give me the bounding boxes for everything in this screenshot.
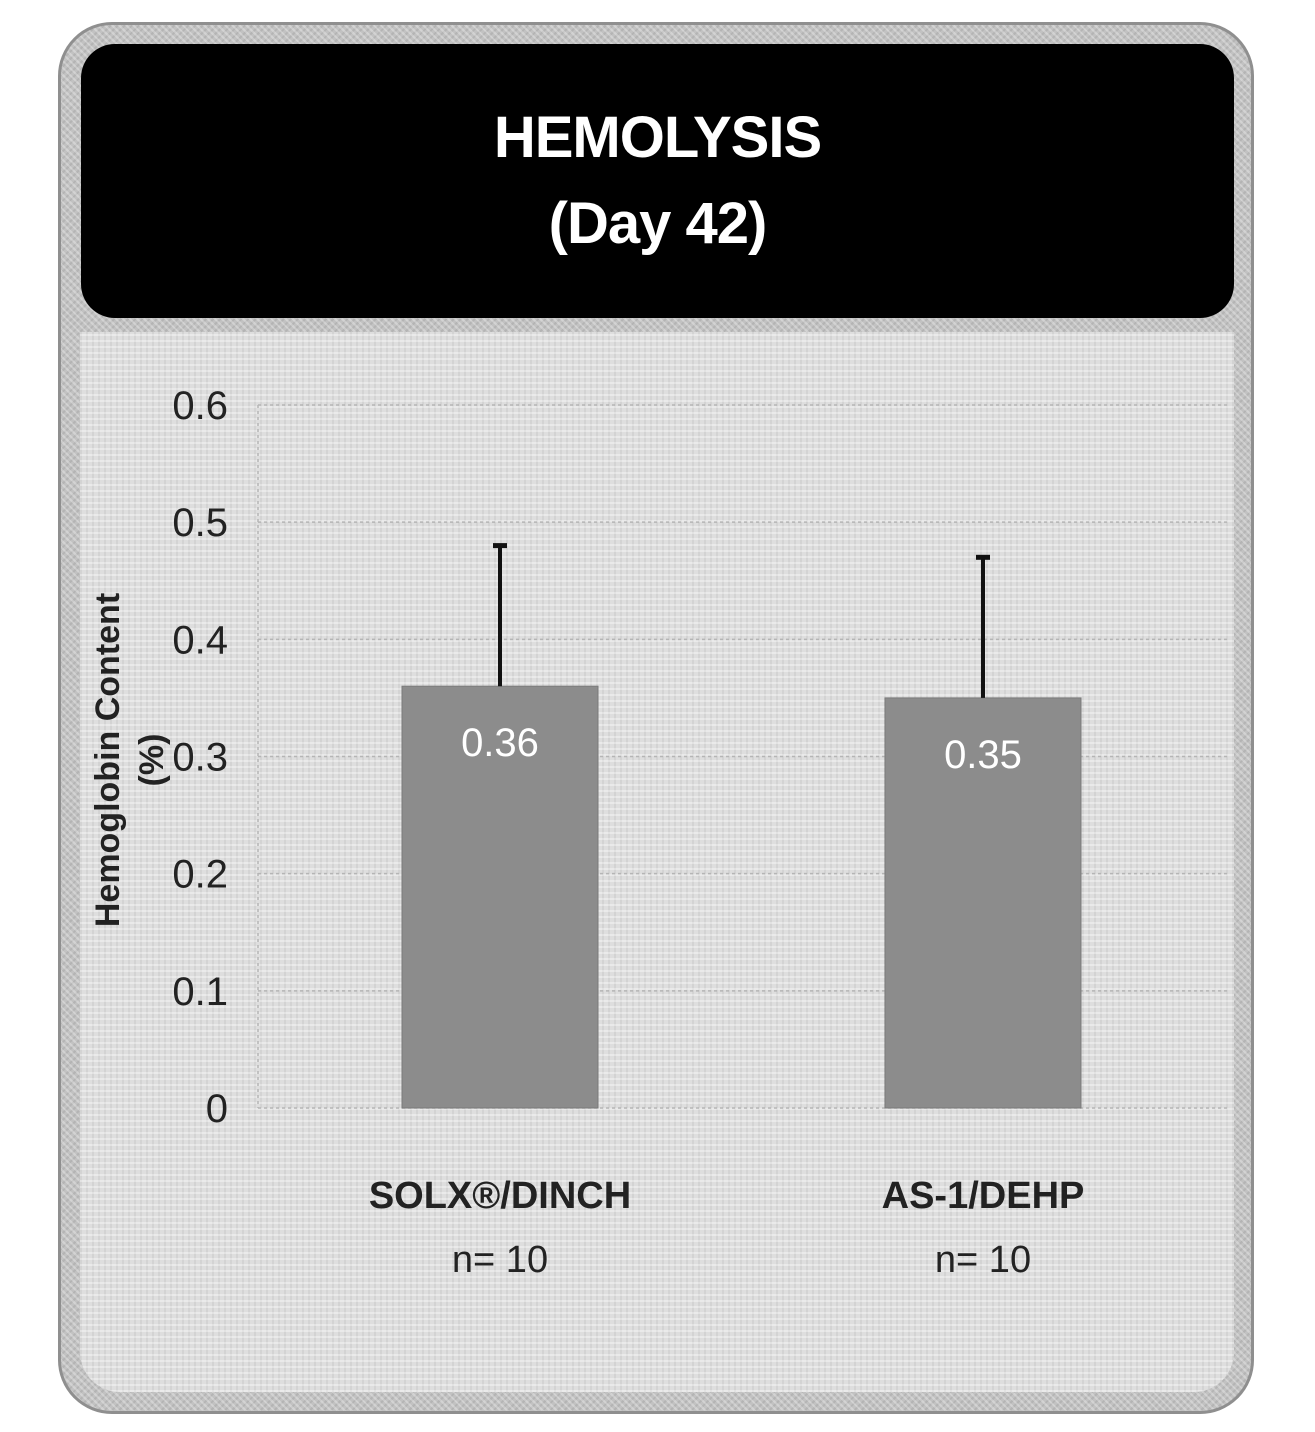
bar: [884, 697, 1082, 1109]
y-tick-label: 0.4: [172, 618, 228, 662]
x-category-sublabel: n= 10: [452, 1239, 548, 1281]
chart-subtitle: (Day 42): [548, 191, 768, 256]
chart-title: HEMOLYSIS: [493, 105, 822, 170]
y-tick-label: 0: [206, 1087, 228, 1131]
x-category-label: AS-1/DEHP: [882, 1175, 1085, 1217]
bar: [401, 685, 599, 1109]
y-tick-label: 0.1: [172, 970, 228, 1014]
y-tick-label: 0.2: [172, 853, 228, 897]
y-tick-label: 0.5: [172, 501, 228, 545]
title-banner: HEMOLYSIS (Day 42): [81, 44, 1234, 318]
y-tick-label: 0.3: [172, 736, 228, 780]
x-category-sublabel: n= 10: [935, 1239, 1031, 1281]
y-tick-label: 0.6: [172, 384, 228, 428]
data-label: 0.36: [461, 721, 539, 765]
x-category-label: SOLX®/DINCH: [369, 1175, 631, 1217]
data-label: 0.35: [944, 733, 1022, 777]
